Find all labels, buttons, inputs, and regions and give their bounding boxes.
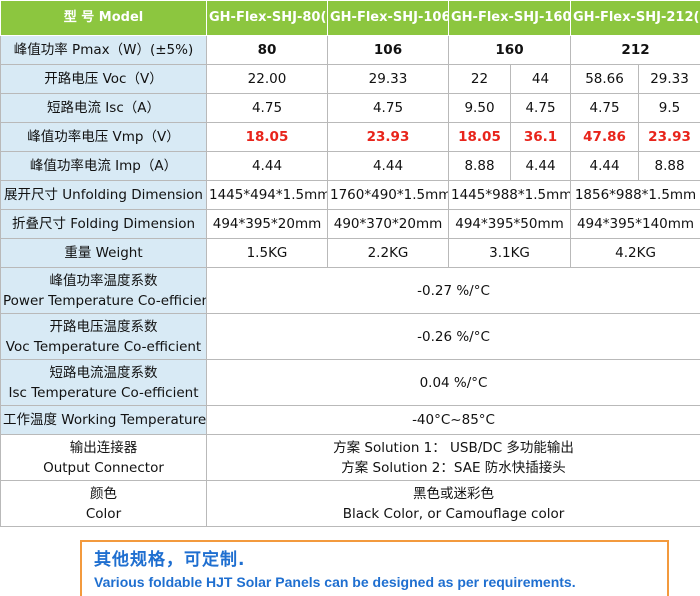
connector-label-cn: 输出连接器	[69, 439, 138, 456]
isc-cell: 4.75	[206, 93, 328, 123]
voc-cell: 44	[509, 64, 572, 94]
power-temp-row: 峰值功率温度系数 Power Temperature Co-efficient …	[0, 267, 700, 314]
weight-cell: 3.1KG	[447, 238, 572, 268]
pmax-160: 160	[447, 35, 572, 65]
weight-label: 重量 Weight	[0, 238, 207, 268]
imp-label: 峰值功率电流 Imp（A）	[0, 151, 207, 181]
pmax-106: 106	[327, 35, 449, 65]
work-temp-label: 工作温度 Working Temperature	[0, 405, 207, 435]
vmp-cell: 36.1	[509, 122, 572, 152]
fold-row: 折叠尺寸 Folding Dimension 494*395*20mm 490*…	[0, 209, 700, 239]
unfold-cell: 1445*494*1.5mm	[206, 180, 328, 210]
color-label-en: Color	[85, 505, 122, 522]
weight-cell: 1.5KG	[206, 238, 328, 268]
voc-temp-label: 开路电压温度系数 Voc Temperature Co-efficient	[0, 313, 207, 360]
fold-cell: 494*395*50mm	[447, 209, 572, 239]
connector-solution-1: 方案 Solution 1： USB/DC 多功能输出	[333, 439, 574, 456]
model-106: GH-Flex-SHJ-106(F)	[327, 0, 449, 36]
work-temp-row: 工作温度 Working Temperature -40°C~85°C	[0, 405, 700, 435]
weight-cell: 4.2KG	[570, 238, 700, 268]
voc-temp-label-en: Voc Temperature Co-efficient	[5, 338, 202, 355]
connector-value: 方案 Solution 1： USB/DC 多功能输出 方案 Solution …	[205, 434, 700, 481]
power-temp-value: -0.27 %/°C	[205, 267, 700, 314]
vmp-cell: 18.05	[448, 122, 511, 152]
vmp-cell: 23.93	[327, 122, 449, 152]
unfold-row: 展开尺寸 Unfolding Dimension 1445*494*1.5mm …	[0, 180, 700, 210]
model-80: GH-Flex-SHJ-80(F)	[206, 0, 328, 36]
unfold-cell: 1856*988*1.5mm	[570, 180, 700, 210]
voc-cell: 29.33	[638, 64, 700, 94]
connector-row: 输出连接器 Output Connector 方案 Solution 1： US…	[0, 434, 700, 481]
vmp-cell: 23.93	[638, 122, 700, 152]
color-row: 颜色 Color 黑色或迷彩色 Black Color, or Camoufla…	[0, 480, 700, 527]
connector-solution-2: 方案 Solution 2：SAE 防水快插接头	[341, 459, 566, 476]
imp-cell: 4.44	[570, 151, 640, 181]
vmp-label: 峰值功率电压 Vmp（V）	[0, 122, 207, 152]
color-value-en: Black Color, or Camouflage color	[342, 505, 565, 522]
color-value: 黑色或迷彩色 Black Color, or Camouflage color	[205, 480, 700, 527]
imp-cell: 8.88	[448, 151, 511, 181]
voc-label: 开路电压 Voc（V）	[0, 64, 207, 94]
isc-row: 短路电流 Isc（A） 4.75 4.75 9.50 4.75 4.75 9.5	[0, 93, 700, 123]
model-header-label: 型 号 Model	[0, 0, 207, 36]
fold-label: 折叠尺寸 Folding Dimension	[0, 209, 207, 239]
voc-row: 开路电压 Voc（V） 22.00 29.33 22 44 58.66 29.3…	[0, 64, 700, 94]
voc-cell: 29.33	[327, 64, 449, 94]
color-label: 颜色 Color	[0, 480, 207, 527]
pmax-label: 峰值功率 Pmax（W）(±5%)	[0, 35, 207, 65]
unfold-cell: 1760*490*1.5mm	[327, 180, 449, 210]
fold-cell: 494*395*140mm	[570, 209, 700, 239]
isc-temp-label: 短路电流温度系数 Isc Temperature Co-efficient	[0, 359, 207, 406]
vmp-row: 峰值功率电压 Vmp（V） 18.05 23.93 18.05 36.1 47.…	[0, 122, 700, 152]
model-160: GH-Flex-SHJ-160(F)	[447, 0, 572, 36]
isc-cell: 9.5	[638, 93, 700, 123]
imp-cell: 4.44	[509, 151, 572, 181]
color-value-cn: 黑色或迷彩色	[413, 485, 495, 502]
connector-label-en: Output Connector	[43, 459, 164, 476]
isc-temp-label-en: Isc Temperature Co-efficient	[8, 384, 199, 401]
spec-table: 型 号 Model GH-Flex-SHJ-80(F) GH-Flex-SHJ-…	[0, 0, 700, 527]
isc-cell: 4.75	[509, 93, 572, 123]
pmax-212: 212	[570, 35, 700, 65]
isc-temp-value: 0.04 %/°C	[205, 359, 700, 406]
power-temp-label: 峰值功率温度系数 Power Temperature Co-efficient	[0, 267, 207, 314]
note-en: Various foldable HJT Solar Panels can be…	[94, 574, 576, 590]
isc-cell: 4.75	[570, 93, 640, 123]
voc-cell: 22	[448, 64, 511, 94]
vmp-cell: 47.86	[570, 122, 640, 152]
work-temp-value: -40°C~85°C	[205, 405, 700, 435]
isc-temp-label-cn: 短路电流温度系数	[49, 364, 158, 381]
voc-cell: 58.66	[570, 64, 640, 94]
customization-note: 其他规格，可定制. Various foldable HJT Solar Pan…	[80, 540, 669, 596]
power-temp-label-en: Power Temperature Co-efficient	[3, 292, 207, 309]
voc-temp-value: -0.26 %/°C	[205, 313, 700, 360]
model-212: GH-Flex-SHJ-212(F)	[570, 0, 700, 36]
weight-row: 重量 Weight 1.5KG 2.2KG 3.1KG 4.2KG	[0, 238, 700, 268]
voc-cell: 22.00	[206, 64, 328, 94]
header-row: 型 号 Model GH-Flex-SHJ-80(F) GH-Flex-SHJ-…	[0, 0, 700, 36]
pmax-80: 80	[206, 35, 328, 65]
isc-cell: 4.75	[327, 93, 449, 123]
imp-row: 峰值功率电流 Imp（A） 4.44 4.44 8.88 4.44 4.44 8…	[0, 151, 700, 181]
vmp-cell: 18.05	[206, 122, 328, 152]
weight-cell: 2.2KG	[327, 238, 449, 268]
unfold-cell: 1445*988*1.5mm	[447, 180, 572, 210]
voc-temp-label-cn: 开路电压温度系数	[49, 318, 158, 335]
pmax-row: 峰值功率 Pmax（W）(±5%) 80 106 160 212	[0, 35, 700, 65]
imp-cell: 4.44	[327, 151, 449, 181]
isc-temp-row: 短路电流温度系数 Isc Temperature Co-efficient 0.…	[0, 359, 700, 406]
power-temp-label-cn: 峰值功率温度系数	[49, 272, 158, 289]
unfold-label: 展开尺寸 Unfolding Dimension	[0, 180, 207, 210]
fold-cell: 490*370*20mm	[327, 209, 449, 239]
imp-cell: 8.88	[638, 151, 700, 181]
fold-cell: 494*395*20mm	[206, 209, 328, 239]
imp-cell: 4.44	[206, 151, 328, 181]
connector-label: 输出连接器 Output Connector	[0, 434, 207, 481]
isc-label: 短路电流 Isc（A）	[0, 93, 207, 123]
voc-temp-row: 开路电压温度系数 Voc Temperature Co-efficient -0…	[0, 313, 700, 360]
note-cn: 其他规格，可定制.	[94, 550, 246, 570]
color-label-cn: 颜色	[90, 485, 117, 502]
isc-cell: 9.50	[448, 93, 511, 123]
